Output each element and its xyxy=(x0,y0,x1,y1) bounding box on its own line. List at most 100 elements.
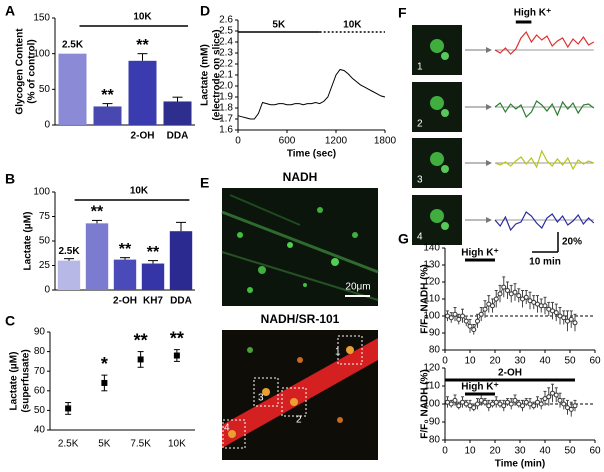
point xyxy=(493,296,499,302)
significance: ** xyxy=(147,244,160,261)
bar xyxy=(93,106,122,125)
legend-label: 3 xyxy=(417,175,423,186)
point xyxy=(505,399,510,405)
cell xyxy=(430,152,444,166)
x-tick-label: 30 xyxy=(514,356,526,367)
point xyxy=(471,327,477,333)
y-tick-label: 100 xyxy=(33,48,50,59)
group-label: 10K xyxy=(130,186,149,197)
point xyxy=(505,288,510,293)
point xyxy=(463,318,469,324)
y-tick-label: 90 xyxy=(429,417,441,428)
cell xyxy=(441,165,449,173)
y-tick-label: 0 xyxy=(44,285,50,296)
period-label: 10K xyxy=(343,20,362,31)
point xyxy=(572,320,578,326)
point xyxy=(456,316,462,322)
y-tick-label: 50 xyxy=(39,84,51,95)
y-tick-label: 100 xyxy=(33,187,50,198)
point xyxy=(475,401,480,407)
x-tick-label: 20 xyxy=(489,356,501,367)
cell xyxy=(430,39,444,53)
point xyxy=(516,401,522,407)
y-tick-label: 80 xyxy=(429,435,441,446)
point xyxy=(512,289,518,295)
y-axis-label: (electrode on slice) xyxy=(212,29,223,120)
y-axis-label: Lactate (μM) xyxy=(9,352,20,411)
point xyxy=(501,403,507,409)
legend-label: 2 xyxy=(417,119,423,130)
point xyxy=(523,294,529,300)
y-tick-label: 2.0 xyxy=(219,81,233,92)
bar xyxy=(85,223,109,290)
y-tick-label: 2.5 xyxy=(219,26,233,37)
point xyxy=(101,379,108,386)
y-tick-label: 150 xyxy=(33,13,50,24)
trace xyxy=(494,100,595,119)
point xyxy=(463,401,469,407)
bar xyxy=(169,231,193,290)
point xyxy=(452,311,458,317)
point xyxy=(531,403,537,409)
y-tick-label: 2.1 xyxy=(219,70,233,81)
point xyxy=(561,401,567,407)
point xyxy=(460,313,465,319)
point xyxy=(527,401,533,407)
point xyxy=(523,399,529,405)
cell xyxy=(441,52,449,60)
cell xyxy=(430,96,444,110)
roi-label: 3 xyxy=(258,393,264,404)
point xyxy=(456,403,462,409)
y-tick-label: 100 xyxy=(423,399,440,410)
x-tick-label: 2-OH xyxy=(113,296,137,307)
point xyxy=(497,291,503,297)
trace xyxy=(494,30,595,55)
y-tick-label: 100 xyxy=(423,311,440,322)
y-axis-label: F/F₀ NADH (%) xyxy=(420,264,431,334)
group-label: 2.5K xyxy=(58,246,80,257)
point xyxy=(490,303,495,309)
x-tick-label: 50 xyxy=(564,356,576,367)
point xyxy=(516,293,522,299)
period-label: 5K xyxy=(272,20,286,31)
point xyxy=(546,394,552,400)
point xyxy=(553,392,559,398)
y-tick-label: 140 xyxy=(423,243,440,254)
y-tick-label: 60 xyxy=(34,385,46,396)
bar xyxy=(113,259,137,290)
scale-label: 10 min xyxy=(529,257,561,268)
point xyxy=(490,401,495,407)
line xyxy=(237,68,386,120)
x-tick-label: 50 xyxy=(564,446,576,457)
image-merge xyxy=(222,330,378,460)
point xyxy=(557,397,563,403)
x-tick-label: 7.5K xyxy=(130,439,151,450)
point xyxy=(493,399,499,405)
x-tick-label: 10 xyxy=(464,356,476,367)
y-tick-label: 2.3 xyxy=(219,48,233,59)
y-tick-label: 2.2 xyxy=(219,59,233,70)
point xyxy=(501,284,507,290)
y-tick-label: 120 xyxy=(423,277,440,288)
arrow-head xyxy=(486,47,492,53)
y-tick-label: 25 xyxy=(39,260,51,271)
significance: ** xyxy=(91,204,104,221)
significance: ** xyxy=(119,241,132,258)
y-tick-label: 1.6 xyxy=(219,125,233,136)
y-axis-label: Glycogen Content xyxy=(15,28,26,115)
roi-label: 1 xyxy=(335,347,341,358)
bar xyxy=(128,60,157,125)
stim-label: High K⁺ xyxy=(514,8,552,19)
stim-label: High K⁺ xyxy=(461,382,499,393)
arrow-head xyxy=(486,104,492,110)
x-tick-label: 1800 xyxy=(374,136,397,147)
point xyxy=(538,401,544,407)
point xyxy=(137,356,144,363)
point xyxy=(553,310,559,316)
point xyxy=(448,315,454,321)
y-tick-label: 80 xyxy=(34,346,46,357)
point xyxy=(471,405,477,411)
point xyxy=(173,352,180,359)
x-tick-label: 60 xyxy=(589,446,601,457)
trace xyxy=(494,211,595,232)
